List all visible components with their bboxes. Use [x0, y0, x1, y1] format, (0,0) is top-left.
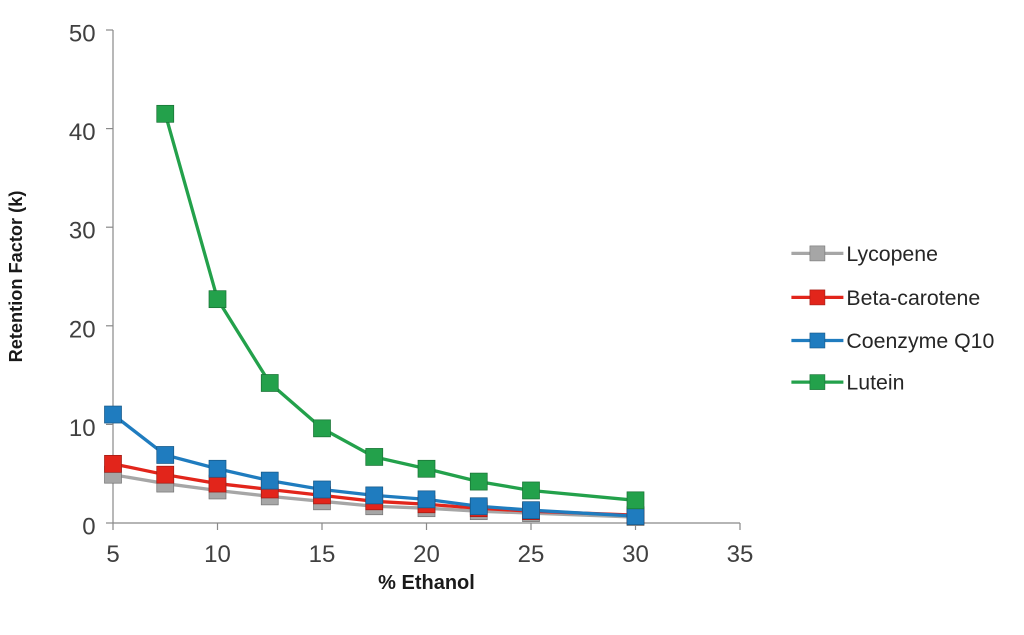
svg-text:10: 10 — [204, 541, 231, 568]
svg-text:Lycopene: Lycopene — [846, 242, 938, 266]
svg-text:0: 0 — [82, 514, 95, 541]
svg-text:5: 5 — [106, 541, 119, 568]
svg-text:10: 10 — [69, 415, 96, 442]
svg-text:30: 30 — [69, 218, 96, 245]
svg-text:30: 30 — [622, 541, 649, 568]
svg-text:Retention Factor (k): Retention Factor (k) — [6, 191, 26, 363]
svg-text:25: 25 — [518, 541, 545, 568]
svg-text:50: 50 — [69, 21, 96, 48]
svg-text:% Ethanol: % Ethanol — [378, 572, 475, 594]
svg-text:40: 40 — [69, 119, 96, 146]
svg-text:15: 15 — [309, 541, 336, 568]
svg-text:35: 35 — [727, 541, 754, 568]
svg-text:Beta-carotene: Beta-carotene — [846, 286, 980, 310]
svg-text:20: 20 — [413, 541, 440, 568]
svg-text:Coenzyme Q10: Coenzyme Q10 — [846, 329, 994, 353]
svg-text:20: 20 — [69, 316, 96, 343]
svg-text:Lutein: Lutein — [846, 371, 904, 395]
